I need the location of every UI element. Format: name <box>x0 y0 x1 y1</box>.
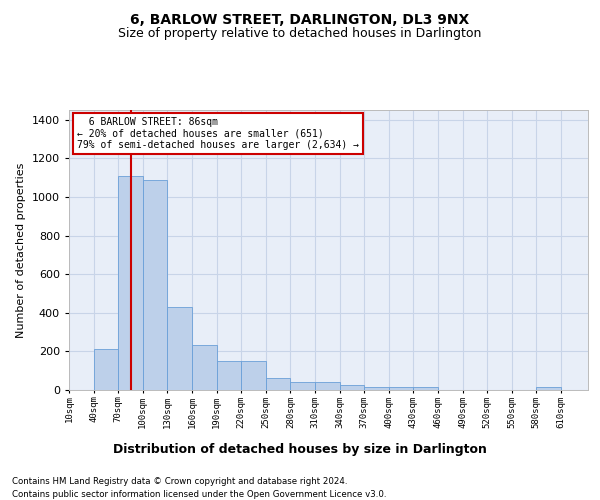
Bar <box>192 344 217 390</box>
Bar <box>167 307 192 390</box>
Bar <box>413 386 438 390</box>
Text: Size of property relative to detached houses in Darlington: Size of property relative to detached ho… <box>118 28 482 40</box>
Bar <box>241 361 266 390</box>
Text: 6, BARLOW STREET, DARLINGTON, DL3 9NX: 6, BARLOW STREET, DARLINGTON, DL3 9NX <box>130 12 470 26</box>
Bar <box>315 382 340 390</box>
Bar <box>290 382 315 390</box>
Y-axis label: Number of detached properties: Number of detached properties <box>16 162 26 338</box>
Bar <box>217 361 241 390</box>
Text: 6 BARLOW STREET: 86sqm
← 20% of detached houses are smaller (651)
79% of semi-de: 6 BARLOW STREET: 86sqm ← 20% of detached… <box>77 117 359 150</box>
Bar <box>266 378 290 390</box>
Text: Contains HM Land Registry data © Crown copyright and database right 2024.: Contains HM Land Registry data © Crown c… <box>12 478 347 486</box>
Bar <box>536 388 561 390</box>
Text: Contains public sector information licensed under the Open Government Licence v3: Contains public sector information licen… <box>12 490 386 499</box>
Bar <box>364 388 389 390</box>
Bar <box>118 176 143 390</box>
Bar <box>94 350 118 390</box>
Bar <box>143 180 167 390</box>
Text: Distribution of detached houses by size in Darlington: Distribution of detached houses by size … <box>113 442 487 456</box>
Bar <box>340 385 364 390</box>
Bar <box>389 388 413 390</box>
